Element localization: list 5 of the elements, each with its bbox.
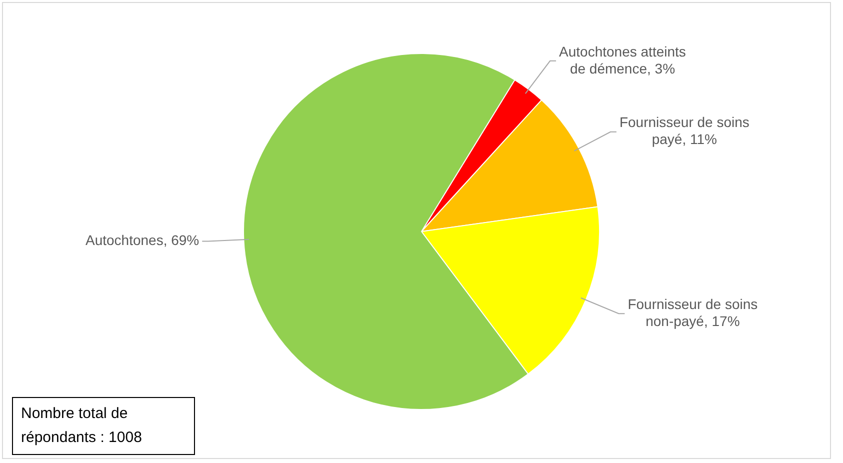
text: Nombre total de répondants : 1008 — [12, 397, 195, 455]
slice-label: Fournisseur de soins non-payé, 17% — [628, 296, 758, 329]
slice-label: Autochtones, 69% — [85, 232, 200, 248]
slice-label: Fournisseur de soins payé, 11% — [619, 114, 750, 148]
slice-label: Autochtones atteints de démence, 3% — [559, 43, 686, 76]
